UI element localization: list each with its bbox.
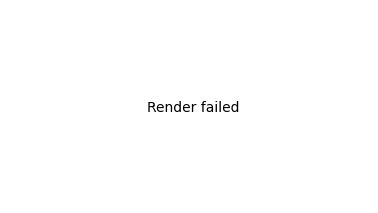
Text: Render failed: Render failed: [147, 101, 240, 115]
